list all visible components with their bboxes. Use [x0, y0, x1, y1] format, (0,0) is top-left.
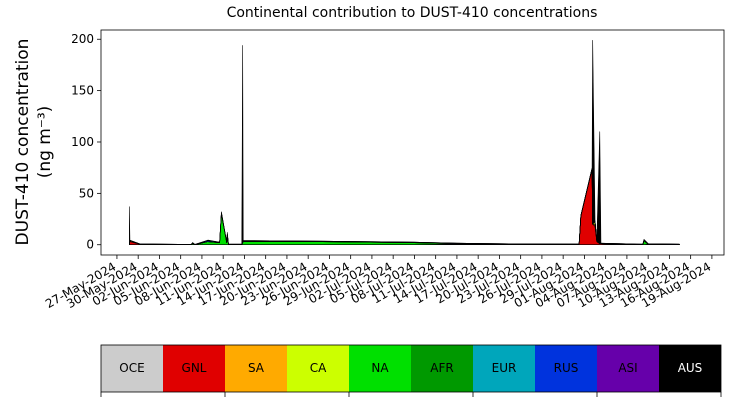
y-axis-label: DUST-410 concentration (ng m⁻³) [13, 39, 55, 246]
legend-swatch [163, 345, 225, 392]
plot-frame [100, 29, 725, 256]
legend-label: SA [248, 361, 265, 375]
legend-swatch [535, 345, 597, 392]
legend-swatch [411, 345, 473, 392]
legend-swatch [659, 345, 721, 392]
areas [129, 39, 680, 246]
y-tick-label: 200 [71, 32, 94, 46]
y-tick-label: 100 [71, 135, 94, 149]
legend-label: ASI [618, 361, 637, 375]
legend-label: AUS [678, 361, 703, 375]
legend-swatch [101, 345, 163, 392]
chart-title: Continental contribution to DUST-410 con… [227, 5, 598, 21]
legend-label: CA [310, 361, 327, 375]
y-tick-label: 150 [71, 84, 94, 98]
y-tick-label: 50 [79, 186, 94, 200]
legend-swatch [473, 345, 535, 392]
y-label-line: DUST-410 concentration [13, 39, 33, 246]
legend-swatch [597, 345, 659, 392]
legend-label: RUS [554, 361, 579, 375]
legend-label: AFR [430, 361, 453, 375]
y-tick-label: 0 [86, 238, 94, 252]
legend-frame [100, 344, 722, 393]
legend-label: EUR [492, 361, 517, 375]
legend-swatch [287, 345, 349, 392]
legend-swatch [349, 345, 411, 392]
area [129, 39, 680, 246]
legend-ticks [100, 392, 722, 397]
legend: OCE GNL SA CA NA AFR EUR RUS ASI AUS [100, 344, 722, 393]
legend-label: GNL [182, 361, 207, 375]
legend-label: OCE [119, 361, 144, 375]
legend-label: NA [371, 361, 389, 375]
y-label-line: (ng m⁻³) [35, 106, 55, 179]
legend-swatch [225, 345, 287, 392]
